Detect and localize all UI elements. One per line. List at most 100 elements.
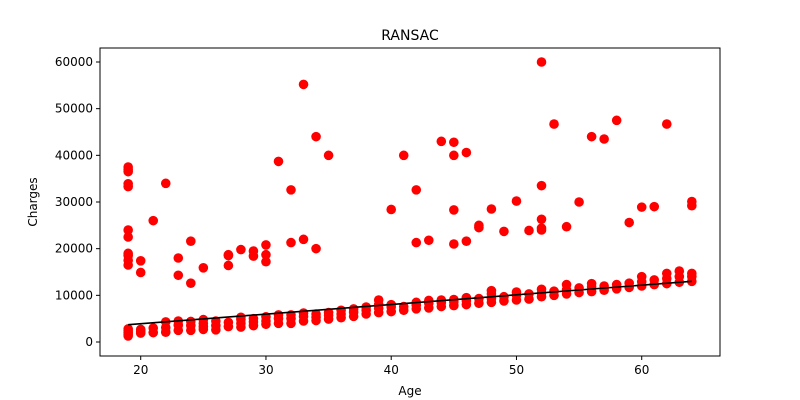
scatter-point [561,279,572,290]
scatter-point [474,220,484,231]
scatter-point [574,197,584,207]
scatter-point [386,204,397,215]
scatter-point [123,162,133,172]
scatter-point [223,260,234,271]
scatter-point [536,284,547,295]
y-tick-label: 20000 [55,242,93,256]
scatter-point [261,240,271,250]
scatter-point [636,202,647,212]
scatter-point [135,324,146,335]
chart-title: RANSAC [381,28,439,44]
ransac-fit-line [128,280,692,326]
scatter-point [186,316,196,327]
scatter-point [486,204,497,214]
x-axis-ticks: 20 30 40 50 60 [133,356,649,377]
x-tick-label: 20 [133,363,148,377]
x-axis-label: Age [398,384,421,398]
scatter-point [549,286,559,296]
scatter-point [148,215,159,226]
scatter-point [599,134,609,144]
scatter-points [123,57,697,341]
scatter-point [687,196,697,207]
fit-line-layer [128,280,692,326]
scatter-point [536,180,547,191]
scatter-point [198,263,209,273]
x-tick-label: 30 [258,363,273,377]
scatter-point [248,246,259,256]
scatter-point [586,278,597,289]
scatter-point [223,317,234,328]
x-tick-label: 40 [384,363,399,377]
scatter-point [311,309,321,319]
scatter-point [536,223,547,233]
scatter-point [286,237,296,248]
scatter-point [348,304,359,314]
y-tick-label: 10000 [55,288,93,302]
scatter-point [398,150,409,161]
scatter-point [123,248,133,259]
x-tick-label: 50 [509,363,524,377]
y-tick-label: 50000 [55,102,93,116]
scatter-point [411,237,422,248]
y-tick-label: 0 [85,335,93,349]
scatter-point [173,253,184,263]
scatter-point [611,115,622,126]
scatter-point [687,268,697,279]
scatter-point [511,196,522,206]
y-axis-ticks: 0 10000 20000 30000 40000 50000 60000 [55,55,100,349]
scatter-point [536,214,547,225]
scatter-point [436,136,447,147]
scatter-point [273,310,284,320]
scatter-point [173,270,184,281]
scatter-point [461,236,472,246]
scatter-point [123,179,133,189]
scatter-point [449,137,459,148]
scatter-point [135,267,146,278]
scatter-point [236,312,246,323]
y-axis-label: Charges [26,177,40,226]
scatter-point [298,234,309,245]
y-tick-label: 40000 [55,148,93,162]
scatter-point [186,236,196,246]
scatter-point [461,292,472,303]
scatter-point [186,278,196,289]
scatter-point [248,313,259,324]
scatter-point [261,249,271,260]
scatter-point [160,178,171,189]
scatter-point [661,268,672,279]
scatter-point [135,255,146,266]
scatter-point [461,147,472,158]
scatter-point [236,244,246,255]
scatter-point [486,285,497,296]
scatter-point [449,205,459,215]
scatter-point [574,283,584,293]
scatter-point [298,308,309,318]
scatter-point [649,201,660,212]
scatter-point [536,57,547,67]
scatter-point [449,150,459,161]
scatter-point [561,221,572,232]
scatter-point [411,185,422,195]
scatter-point [661,119,672,129]
scatter-point [373,295,384,305]
y-tick-label: 60000 [55,55,93,69]
scatter-point [674,266,685,276]
y-tick-label: 30000 [55,195,93,209]
scatter-point [148,323,159,333]
scatter-point [636,271,647,282]
scatter-point [599,281,609,291]
scatter-point [423,295,434,306]
scatter-point [449,239,459,249]
x-tick-label: 60 [634,363,649,377]
scatter-point [123,225,133,235]
scatter-point [549,119,559,129]
scatter-point [624,217,634,228]
scatter-point [586,131,597,142]
scatter-point [123,232,133,242]
scatter-point [649,275,660,285]
scatter-point [223,249,234,260]
scatter-point [311,131,321,142]
scatter-point [336,305,346,316]
